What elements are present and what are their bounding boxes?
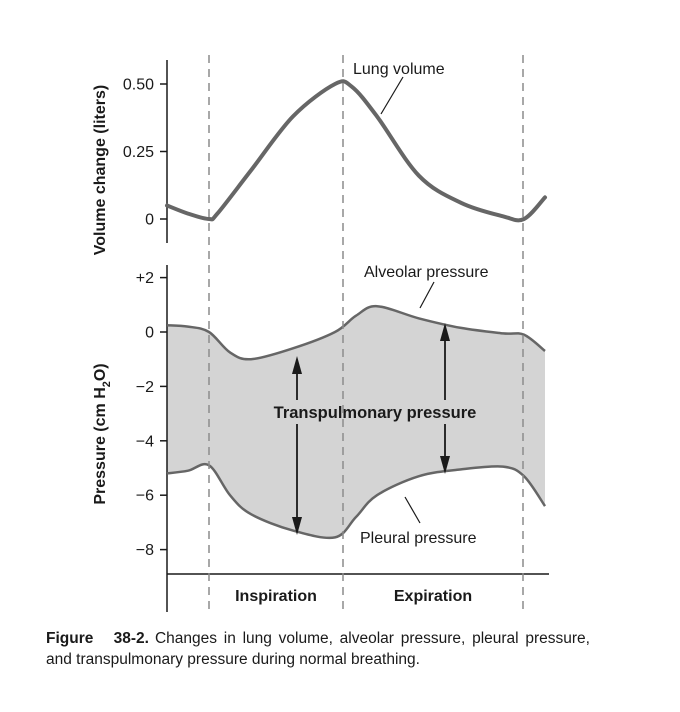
pressure-tick-label: −4 <box>136 433 154 450</box>
pressure-tick-label: +2 <box>136 270 154 287</box>
figure: Volume change (liters) 0.50 0.25 0 Lung vo… <box>92 55 549 612</box>
lung-volume-curve <box>165 79 547 223</box>
lung-volume-leader <box>380 76 404 115</box>
volume-tick-label: 0 <box>145 212 154 229</box>
pressure-tick-label: 0 <box>145 325 154 342</box>
figure-caption: Figure 38-2. Changes in lung volume, alve… <box>46 628 590 670</box>
lung-volume-label: Lung volume <box>353 61 445 78</box>
pressure-panel: Pressure (cm H2O) +2 0 −2 −4 −6 −8 Alveolar p… <box>92 264 549 612</box>
pressure-tick-label: −8 <box>136 542 154 559</box>
figure-caption-label: Figure 38-2. <box>46 630 149 647</box>
pleural-pressure-label: Pleural pressure <box>360 530 477 547</box>
pleural-pressure-leader <box>404 496 421 524</box>
alveolar-pressure-label: Alveolar pressure <box>364 264 489 281</box>
phase-label-expiration: Expiration <box>394 588 472 605</box>
phase-dividers <box>208 55 524 612</box>
pressure-y-axis-label: Pressure (cm H2O) <box>92 363 113 504</box>
volume-panel: Volume change (liters) 0.50 0.25 0 Lung vo… <box>92 60 547 255</box>
volume-y-ticks: 0.50 0.25 0 <box>123 77 167 229</box>
figure-caption-text: Changes in lung volume, alveolar pressur… <box>46 630 590 668</box>
pleural-pressure-curve <box>166 462 547 540</box>
pressure-y-ticks: +2 0 −2 −4 −6 −8 <box>136 270 167 559</box>
transpulmonary-pressure-label: Transpulmonary pressure <box>274 404 477 422</box>
transpulmonary-arrow-left <box>292 356 302 535</box>
alveolar-pressure-leader <box>419 281 435 309</box>
volume-tick-label: 0.50 <box>123 77 154 94</box>
pressure-tick-label: −2 <box>136 379 154 396</box>
transpulmonary-label-bg <box>258 400 494 424</box>
transpulmonary-arrow-right <box>440 323 450 474</box>
pressure-tick-label: −6 <box>136 488 154 505</box>
phase-label-inspiration: Inspiration <box>235 588 317 605</box>
volume-y-axis-label: Volume change (liters) <box>92 85 109 255</box>
volume-tick-label: 0.25 <box>123 144 154 161</box>
alveolar-pressure-curve <box>166 304 546 361</box>
